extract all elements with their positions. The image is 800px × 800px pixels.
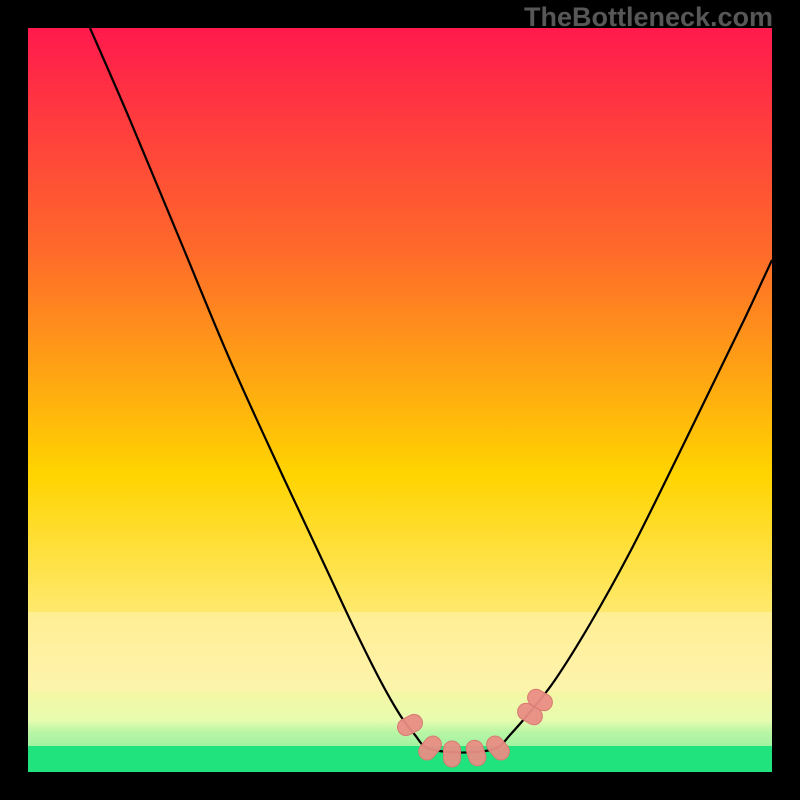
- curve-layer: [0, 0, 800, 800]
- trough-marker: [444, 741, 461, 767]
- chart-frame: TheBottleneck.com: [0, 0, 800, 800]
